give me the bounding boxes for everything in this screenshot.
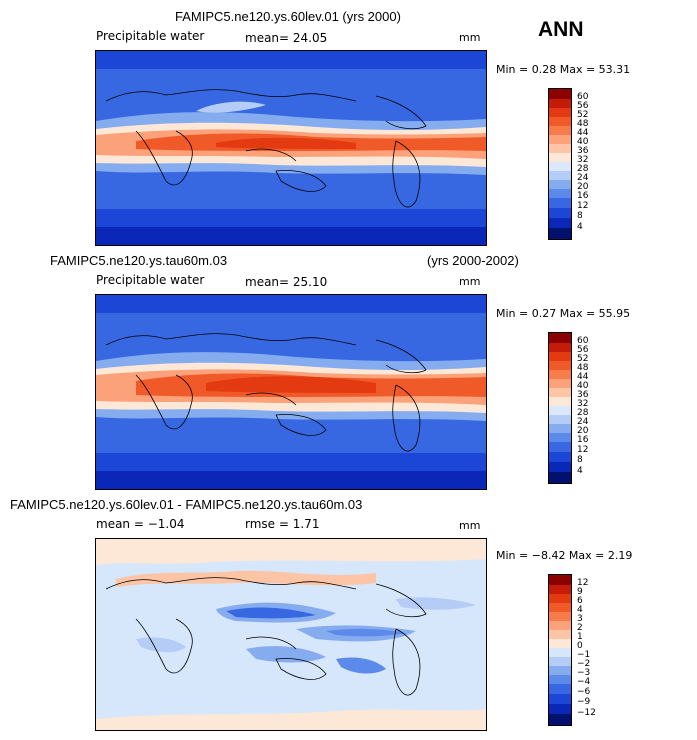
panel2-units: mm	[459, 275, 481, 288]
panel3-level-label: −3	[577, 668, 591, 678]
panel1-minmax: Min = 0.28 Max = 53.31	[496, 63, 631, 76]
panel2-level-label: 20	[577, 426, 589, 436]
panel3-level-label: −12	[577, 708, 596, 718]
panel2-level-label: 28	[577, 408, 589, 418]
panel3-level-label: −9	[577, 697, 591, 707]
panel1-level-label: 4	[577, 222, 583, 232]
panel3-level-label: −1	[577, 650, 591, 660]
panel1-map	[95, 50, 487, 246]
panel1-units: mm	[459, 31, 481, 44]
panel2-mean: mean= 25.10	[245, 275, 328, 289]
panel3-rmse: rmse = 1.71	[245, 517, 320, 531]
panel2-title: FAMIPC5.ne120.ys.tau60m.03	[50, 253, 228, 268]
panel1-level-label: 12	[577, 201, 589, 211]
panel3-level-label: 4	[577, 605, 583, 615]
panel2-level-label: 16	[577, 435, 589, 445]
panel2-level-label: 40	[577, 381, 589, 391]
panel3-level-label: 2	[577, 623, 583, 633]
panel2-level-label: 56	[577, 345, 589, 355]
panel3-level-label: −2	[577, 659, 591, 669]
panel1-level-label: 28	[577, 164, 589, 174]
panel2-level-label: 8	[577, 455, 583, 465]
panel1-level-label: 52	[577, 110, 589, 120]
panel2-map	[95, 294, 487, 490]
panel1-colorbar	[548, 88, 572, 240]
panel3-title: FAMIPC5.ne120.ys.60lev.01 - FAMIPC5.ne12…	[10, 497, 363, 512]
panel3-map	[95, 538, 487, 731]
panel1-level-label: 44	[577, 128, 589, 138]
panel3-level-label: 3	[577, 614, 583, 624]
panel1-level-label: 56	[577, 101, 589, 111]
panel2-level-label: 60	[577, 336, 589, 346]
panel1-mean: mean= 24.05	[245, 31, 328, 45]
panel1-variable: Precipitable water	[96, 29, 205, 43]
panel2-level-label: 52	[577, 354, 589, 364]
panel3-units: mm	[459, 519, 481, 532]
panel1-title: FAMIPC5.ne120.ys.60lev.01 (yrs 2000)	[175, 9, 401, 24]
panel2-level-label: 24	[577, 417, 589, 427]
panel1-level-label: 8	[577, 211, 583, 221]
panel2-level-label: 44	[577, 372, 589, 382]
panel1-level-label: 24	[577, 173, 589, 183]
panel2-level-label: 4	[577, 466, 583, 476]
panel3-level-label: 6	[577, 596, 583, 606]
panel1-level-label: 40	[577, 137, 589, 147]
panel3-minmax: Min = −8.42 Max = 2.19	[496, 549, 633, 562]
panel2-colorbar	[548, 332, 572, 484]
panel2-variable: Precipitable water	[96, 273, 205, 287]
panel1-level-label: 48	[577, 119, 589, 129]
panel2-level-label: 36	[577, 390, 589, 400]
panel1-level-label: 16	[577, 191, 589, 201]
panel1-level-label: 20	[577, 182, 589, 192]
panel3-colorbar	[548, 574, 572, 726]
panel3-level-label: 1	[577, 632, 583, 642]
panel2-minmax: Min = 0.27 Max = 55.95	[496, 307, 631, 320]
panel2-level-label: 12	[577, 445, 589, 455]
panel3-mean: mean = −1.04	[96, 517, 185, 531]
panel1-level-label: 60	[577, 92, 589, 102]
panel3-level-label: 0	[577, 641, 583, 651]
season-label: ANN	[538, 18, 584, 41]
panel3-level-label: −4	[577, 677, 591, 687]
panel3-level-label: 9	[577, 587, 583, 597]
panel1-level-label: 32	[577, 155, 589, 165]
panel2-level-label: 48	[577, 363, 589, 373]
panel2-level-label: 32	[577, 399, 589, 409]
panel1-level-label: 36	[577, 146, 589, 156]
panel2-years: (yrs 2000-2002)	[427, 253, 519, 268]
panel3-level-label: 12	[577, 578, 589, 588]
panel3-level-label: −6	[577, 687, 591, 697]
